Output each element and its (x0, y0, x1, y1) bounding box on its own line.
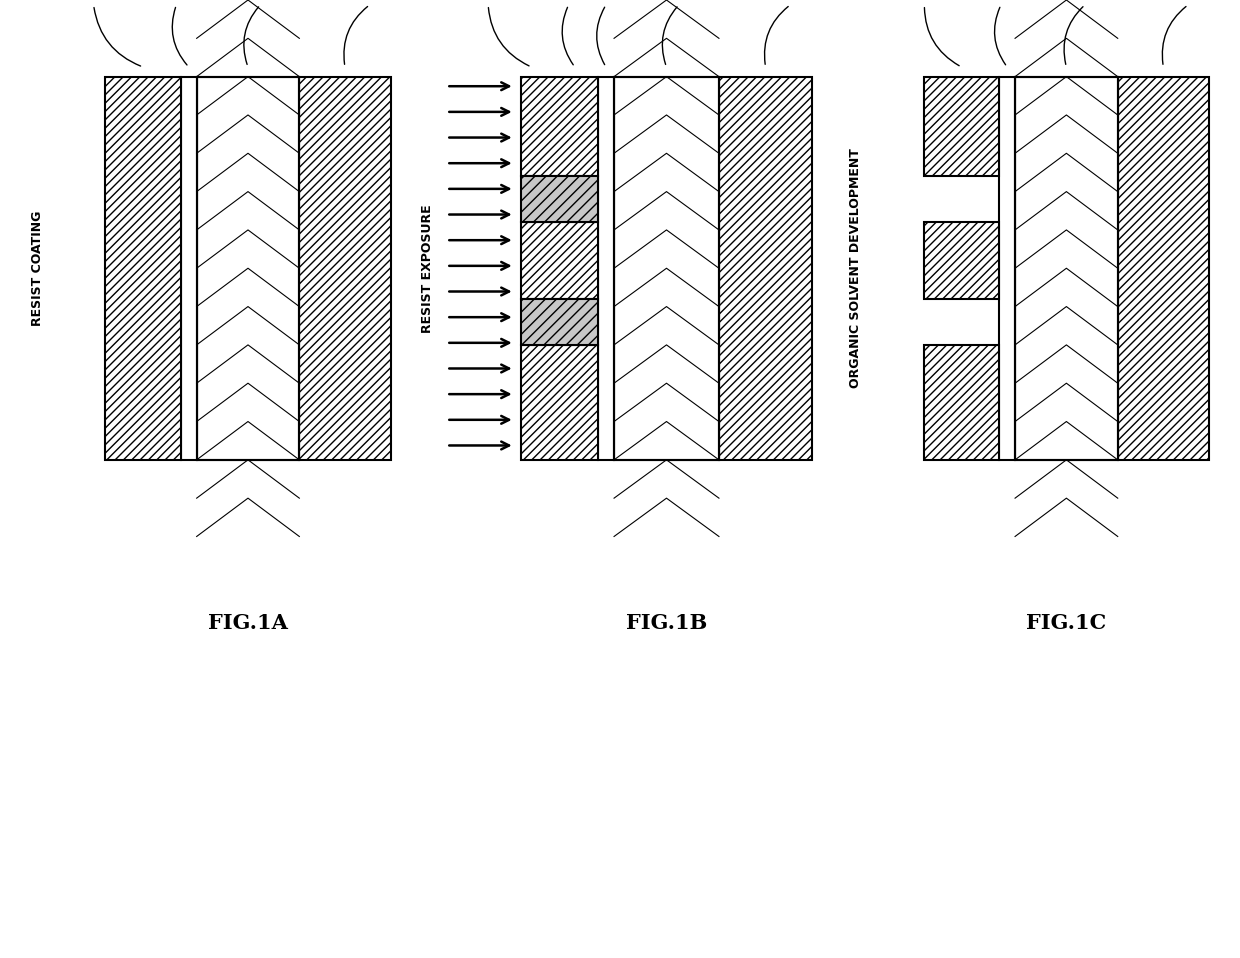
Text: RESIST EXPOSURE: RESIST EXPOSURE (422, 204, 434, 332)
Bar (614, 77, 719, 460)
Bar (1016, 77, 1117, 460)
Bar (521, 176, 598, 222)
Bar (521, 345, 598, 460)
Text: FIG.1C: FIG.1C (1027, 613, 1106, 632)
Bar (521, 222, 598, 299)
Bar (999, 77, 1016, 460)
Bar (598, 77, 614, 460)
Bar (924, 77, 999, 176)
Bar (924, 222, 999, 299)
Text: FIG.1A: FIG.1A (208, 613, 288, 632)
Bar (197, 77, 299, 460)
Bar (924, 345, 999, 460)
Bar (1016, 77, 1117, 460)
Bar (105, 77, 181, 460)
Text: RESIST COATING: RESIST COATING (31, 211, 43, 326)
Bar (614, 77, 719, 460)
Text: ORGANIC SOLVENT DEVELOPMENT: ORGANIC SOLVENT DEVELOPMENT (849, 148, 862, 388)
Bar (521, 299, 598, 345)
Text: FIG.1B: FIG.1B (626, 613, 707, 632)
Bar (719, 77, 812, 460)
Bar (521, 77, 598, 176)
Bar (1117, 77, 1209, 460)
Bar (197, 77, 299, 460)
Bar (181, 77, 197, 460)
Bar (299, 77, 391, 460)
